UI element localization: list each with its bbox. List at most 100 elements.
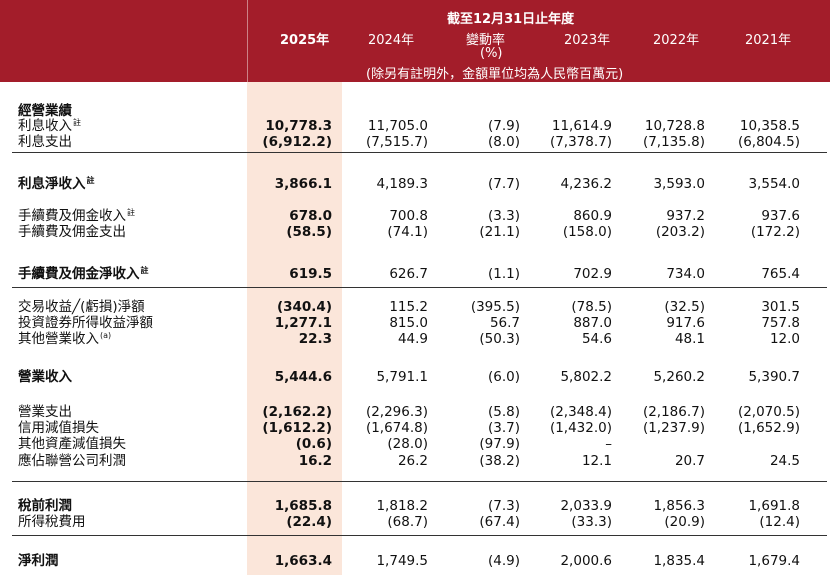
- value-cell: 1,691.8: [748, 498, 800, 514]
- row-label: 其他營業收入(a): [18, 330, 112, 347]
- value-cell: (4.9): [487, 553, 520, 569]
- value-cell: (78.5): [571, 299, 612, 315]
- value-cell: (2,070.5): [737, 404, 800, 420]
- value-cell: 16.2: [298, 453, 332, 469]
- row-label: 稅前利潤: [18, 498, 72, 514]
- value-cell: 937.2: [666, 208, 705, 224]
- value-cell: (340.4): [276, 299, 332, 315]
- value-cell: (8.0): [487, 134, 520, 150]
- value-cell: 765.4: [761, 266, 800, 282]
- row-label: 營業支出: [18, 404, 72, 420]
- current-year-highlight: [247, 82, 342, 575]
- value-cell: 700.8: [389, 208, 428, 224]
- value-cell: 11,614.9: [551, 118, 612, 134]
- value-cell: (7,135.8): [642, 134, 705, 150]
- row-label: 交易收益╱(虧損)淨額: [18, 299, 145, 315]
- value-cell: 10,728.8: [644, 118, 705, 134]
- value-cell: 678.0: [289, 208, 332, 224]
- value-cell: 1,679.4: [748, 553, 800, 569]
- value-cell: 24.5: [769, 453, 800, 469]
- value-cell: 5,791.1: [376, 369, 428, 385]
- value-cell: (67.4): [479, 514, 520, 530]
- value-cell: 22.3: [298, 331, 332, 347]
- value-cell: 301.5: [761, 299, 800, 315]
- value-cell: (2,186.7): [642, 404, 705, 420]
- change-unit-header: (%): [480, 46, 503, 61]
- value-cell: (1,612.2): [262, 420, 332, 436]
- footnote-marker: 註: [73, 117, 81, 127]
- value-cell: 48.1: [674, 331, 705, 347]
- value-cell: (12.4): [759, 514, 800, 530]
- value-cell: 3,554.0: [748, 176, 800, 192]
- value-cell: (7.3): [487, 498, 520, 514]
- row-label: 利息淨收入註: [18, 175, 95, 192]
- value-cell: 1,835.4: [653, 553, 705, 569]
- value-cell: 115.2: [389, 299, 428, 315]
- row-label: 利息支出: [18, 134, 72, 150]
- value-cell: 4,189.3: [376, 176, 428, 192]
- value-cell: (2,348.4): [549, 404, 612, 420]
- value-cell: (7.9): [487, 118, 520, 134]
- section-divider: [12, 287, 827, 288]
- value-cell: (6,804.5): [737, 134, 800, 150]
- value-cell: 757.8: [761, 315, 800, 331]
- value-cell: (203.2): [655, 224, 705, 240]
- value-cell: 5,444.6: [274, 369, 332, 385]
- value-cell: (3.3): [487, 208, 520, 224]
- value-cell: (1,432.0): [549, 420, 612, 436]
- table-header: [0, 0, 830, 82]
- row-label: 信用減值損失: [18, 420, 99, 436]
- value-cell: (21.1): [479, 224, 520, 240]
- value-cell: –: [605, 436, 612, 452]
- value-cell: 734.0: [666, 266, 705, 282]
- value-cell: 1,856.3: [653, 498, 705, 514]
- value-cell: 1,685.8: [274, 498, 332, 514]
- value-cell: 702.9: [573, 266, 612, 282]
- value-cell: (28.0): [387, 436, 428, 452]
- value-cell: 860.9: [573, 208, 612, 224]
- value-cell: 54.6: [581, 331, 612, 347]
- year-2025-header: 2025年: [280, 33, 330, 48]
- value-cell: (3.7): [487, 420, 520, 436]
- value-cell: (1,674.8): [365, 420, 428, 436]
- row-label: 其他資產減值損失: [18, 436, 126, 452]
- value-cell: 12.0: [769, 331, 800, 347]
- value-cell: (0.6): [295, 436, 332, 452]
- value-cell: (20.9): [664, 514, 705, 530]
- value-cell: 4,236.2: [560, 176, 612, 192]
- value-cell: 5,802.2: [560, 369, 612, 385]
- period-title: 截至12月31日止年度: [447, 12, 575, 27]
- value-cell: (2,296.3): [365, 404, 428, 420]
- value-cell: 937.6: [761, 208, 800, 224]
- value-cell: (2,162.2): [262, 404, 332, 420]
- value-cell: (74.1): [387, 224, 428, 240]
- value-cell: (158.0): [562, 224, 612, 240]
- header-divider: [247, 0, 248, 82]
- year-2024-header: 2024年: [368, 33, 415, 48]
- row-label: 營業收入: [18, 369, 72, 385]
- value-cell: 20.7: [674, 453, 705, 469]
- value-cell: 1,663.4: [274, 553, 332, 569]
- row-label: 淨利潤: [18, 553, 59, 569]
- value-cell: 3,866.1: [274, 176, 332, 192]
- value-cell: (33.3): [571, 514, 612, 530]
- value-cell: (50.3): [479, 331, 520, 347]
- year-2023-header: 2023年: [564, 33, 611, 48]
- value-cell: 12.1: [581, 453, 612, 469]
- footnote-marker: 註: [127, 207, 135, 217]
- section-divider: [12, 535, 827, 536]
- row-label: 投資證券所得收益淨額: [18, 315, 153, 331]
- value-cell: (1,237.9): [642, 420, 705, 436]
- value-cell: 2,000.6: [560, 553, 612, 569]
- value-cell: (22.4): [286, 514, 332, 530]
- value-cell: 917.6: [666, 315, 705, 331]
- section-divider: [12, 152, 827, 153]
- row-label: 手續費及佣金收入註: [18, 207, 135, 224]
- value-cell: 5,390.7: [748, 369, 800, 385]
- value-cell: (1.1): [487, 266, 520, 282]
- row-label: 利息收入註: [18, 117, 81, 134]
- value-cell: 1,277.1: [274, 315, 332, 331]
- value-cell: 11,705.0: [367, 118, 428, 134]
- footnote-marker: (a): [100, 330, 112, 340]
- value-cell: 887.0: [573, 315, 612, 331]
